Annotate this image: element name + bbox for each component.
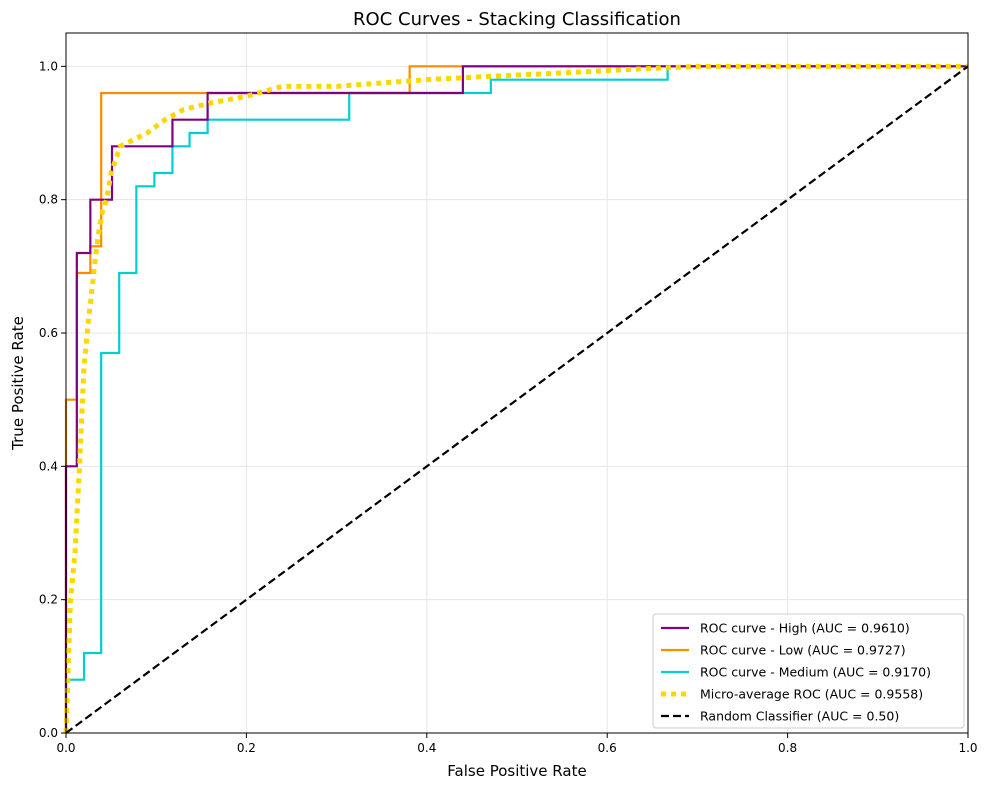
legend: ROC curve - High (AUC = 0.9610) ROC curve… (652, 613, 965, 729)
y-tick-label: 0.4 (39, 459, 58, 473)
legend-label-3: Micro-average ROC (AUC = 0.9558) (700, 687, 923, 702)
legend-label-4: Random Classifier (AUC = 0.50) (700, 709, 899, 724)
y-tick-label: 0.6 (39, 326, 58, 340)
axis-ticks: 0.0 0.2 0.4 0.6 0.8 1.0 0.0 0.2 0.4 0.6 0.8 1.0 (39, 59, 978, 755)
series-line-2 (64, 65, 968, 733)
series-line-0 (64, 65, 968, 733)
y-tick-label: 0.8 (39, 193, 58, 207)
x-tick-label: 0.6 (598, 741, 617, 755)
series-layer (63, 63, 969, 734)
chart-title: ROC Curves - Stacking Classification (353, 9, 681, 30)
x-tick-label: 0.8 (778, 741, 797, 755)
y-tick-label: 0.2 (39, 593, 58, 607)
y-axis-label: True Positive Rate (9, 316, 27, 451)
plot-frame (65, 32, 969, 734)
series-line-4 (65, 65, 969, 734)
x-tick-label: 1.0 (958, 741, 977, 755)
x-tick-label: 0.0 (56, 741, 75, 755)
legend-box (652, 613, 965, 729)
x-axis-label: False Positive Rate (447, 762, 586, 780)
x-tick-label: 0.4 (417, 741, 436, 755)
y-tick-label: 0.0 (39, 726, 58, 740)
legend-label-2: ROC curve - Medium (AUC = 0.9170) (700, 665, 931, 680)
x-tick-label: 0.2 (237, 741, 256, 755)
series-line-3 (63, 63, 968, 734)
y-tick-label: 1.0 (39, 59, 58, 73)
legend-label-0: ROC curve - High (AUC = 0.9610) (700, 621, 910, 636)
legend-label-1: ROC curve - Low (AUC = 0.9727) (700, 643, 906, 658)
